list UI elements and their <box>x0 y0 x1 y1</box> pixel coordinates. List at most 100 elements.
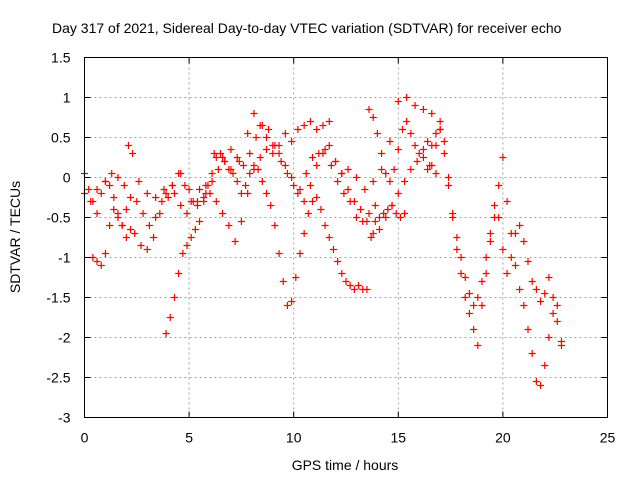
data-point <box>486 230 494 237</box>
data-point <box>281 162 289 169</box>
series-track-1 <box>81 94 444 205</box>
data-point <box>187 198 195 205</box>
data-point <box>160 186 168 193</box>
data-point <box>106 182 114 189</box>
x-axis-label: GPS time / hours <box>292 457 399 473</box>
data-point <box>225 166 233 173</box>
data-point <box>378 150 386 157</box>
data-point <box>235 158 243 165</box>
data-point <box>166 314 174 321</box>
data-point <box>313 194 321 201</box>
x-tick-labels: 0 5 10 15 20 25 <box>81 430 616 446</box>
x-tick-label: 25 <box>600 430 616 446</box>
data-point <box>511 262 519 269</box>
data-point <box>127 194 135 201</box>
data-point <box>478 278 486 285</box>
data-point <box>338 170 346 177</box>
data-point <box>277 158 285 165</box>
data-point <box>196 218 204 225</box>
data-point <box>482 254 490 261</box>
data-point <box>403 118 411 125</box>
data-point <box>537 298 545 305</box>
data-point <box>457 254 465 261</box>
data-point <box>474 342 482 349</box>
data-point <box>511 230 519 237</box>
data-point <box>388 202 396 209</box>
data-point <box>499 154 507 161</box>
data-point <box>499 246 507 253</box>
data-point <box>411 142 419 149</box>
data-point <box>269 142 277 149</box>
data-point <box>267 202 275 209</box>
data-point <box>290 182 298 189</box>
data-point <box>175 270 183 277</box>
data-point <box>137 242 145 249</box>
data-point <box>503 198 511 205</box>
data-point <box>294 126 302 133</box>
data-point <box>382 214 390 221</box>
data-point <box>495 214 503 221</box>
data-point <box>114 174 122 181</box>
data-point <box>440 138 448 145</box>
data-point <box>229 170 237 177</box>
plot-frame <box>84 57 608 418</box>
data-point <box>486 238 494 245</box>
data-point <box>281 130 289 137</box>
data-point <box>528 350 536 357</box>
data-point <box>93 258 101 265</box>
data-point <box>306 182 314 189</box>
data-point <box>193 202 201 209</box>
data-point <box>288 174 296 181</box>
data-point <box>227 146 235 153</box>
data-point <box>495 182 503 189</box>
data-point <box>378 166 386 173</box>
data-point <box>292 274 300 281</box>
data-point <box>306 118 314 125</box>
data-point <box>363 286 371 293</box>
data-point <box>401 210 409 217</box>
data-point <box>524 326 532 333</box>
data-point <box>545 274 553 281</box>
grid-lines <box>84 57 608 418</box>
data-point <box>346 282 354 289</box>
data-point <box>158 198 166 205</box>
data-point <box>352 174 360 181</box>
data-point <box>474 294 482 301</box>
data-point <box>85 186 93 193</box>
data-point <box>152 194 160 201</box>
data-point <box>313 162 321 169</box>
data-point <box>465 310 473 317</box>
data-point <box>470 302 478 309</box>
data-point <box>342 278 350 285</box>
data-point <box>122 234 130 241</box>
data-point <box>108 170 116 177</box>
data-point <box>482 270 490 277</box>
data-point <box>367 234 375 241</box>
y-axis-label: SDTVAR / TECUs <box>7 181 23 293</box>
data-point <box>382 170 390 177</box>
series-track-5 <box>365 106 565 389</box>
y-tick-label: -0.5 <box>46 210 70 226</box>
data-point <box>263 146 271 153</box>
data-point <box>150 234 158 241</box>
data-point <box>275 150 283 157</box>
data-point <box>461 294 469 301</box>
data-point <box>93 210 101 217</box>
data-point <box>329 246 337 253</box>
data-point <box>288 298 296 305</box>
x-tick-label: 10 <box>286 430 302 446</box>
series-track-4 <box>162 150 409 337</box>
data-point <box>250 110 258 117</box>
data-point <box>162 190 170 197</box>
data-point <box>503 270 511 277</box>
data-point <box>283 170 291 177</box>
data-point <box>101 178 109 185</box>
data-point <box>156 210 164 217</box>
x-tick-label: 5 <box>185 430 193 446</box>
data-point <box>396 214 404 221</box>
data-point <box>263 134 271 141</box>
data-point <box>124 142 132 149</box>
y-tick-label: -2 <box>58 330 71 346</box>
data-point <box>214 166 222 173</box>
